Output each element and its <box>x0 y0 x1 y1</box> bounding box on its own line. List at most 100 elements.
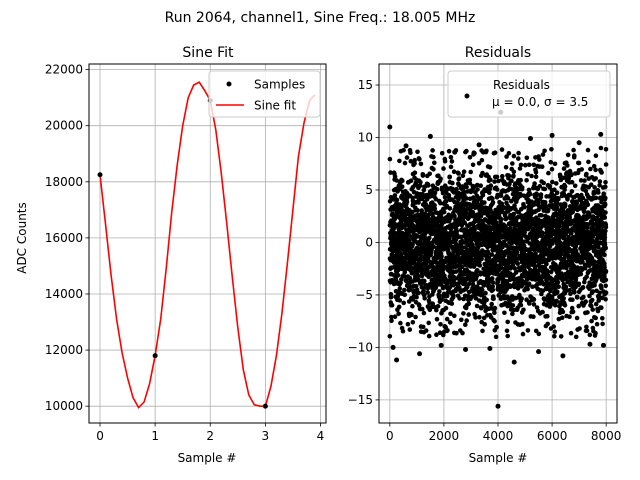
residual-point <box>545 321 550 327</box>
sample-point <box>262 403 268 409</box>
residuals-title: Residuals <box>465 45 531 61</box>
residual-point <box>570 309 576 315</box>
residuals-ytick-label: −10 <box>348 340 373 354</box>
residual-point <box>422 278 427 284</box>
residual-point <box>464 148 469 154</box>
residual-point <box>505 333 511 339</box>
residual-point <box>425 286 431 291</box>
residual-point <box>467 180 473 186</box>
residual-point <box>387 156 393 162</box>
residual-point <box>437 330 443 336</box>
residual-outlier-point <box>587 341 593 347</box>
residual-point <box>482 322 488 327</box>
residual-point <box>477 263 483 268</box>
residual-point <box>410 209 415 215</box>
residual-point <box>401 300 407 306</box>
residual-point <box>562 202 568 207</box>
residual-point <box>433 285 439 291</box>
residual-point <box>473 296 479 301</box>
residual-point <box>426 333 432 339</box>
residual-outlier-point <box>511 359 517 365</box>
residual-point <box>479 287 485 293</box>
residual-point <box>511 169 517 175</box>
residual-point <box>569 189 575 194</box>
residual-point <box>531 297 537 302</box>
residual-point <box>392 193 398 198</box>
residual-point <box>603 290 609 296</box>
residual-point <box>581 209 587 214</box>
residual-point <box>560 215 565 221</box>
residual-point <box>408 178 414 183</box>
residual-point <box>419 273 425 279</box>
residual-point <box>478 183 484 188</box>
residual-point <box>483 290 488 296</box>
residual-point <box>483 188 488 194</box>
residual-point <box>434 186 440 192</box>
residual-point <box>448 311 453 317</box>
sine-fit-ylabel: ADC Counts <box>15 202 29 274</box>
residual-point <box>402 287 407 293</box>
residual-point <box>445 328 450 333</box>
residual-point <box>466 281 472 287</box>
residual-point <box>520 331 526 337</box>
residual-point <box>461 311 466 316</box>
residual-point <box>559 315 565 321</box>
residual-point <box>438 322 443 327</box>
residual-point <box>464 184 469 190</box>
residual-point <box>504 154 509 159</box>
residual-point <box>585 310 590 315</box>
residuals-xtick-label: 6000 <box>537 429 568 443</box>
residual-point <box>518 162 524 168</box>
residual-point <box>421 310 427 316</box>
residual-point <box>511 307 517 313</box>
residual-point <box>516 150 521 156</box>
residual-point <box>410 242 415 247</box>
residual-point <box>392 174 398 180</box>
residual-point <box>400 178 405 183</box>
residual-point <box>394 197 400 203</box>
residual-point <box>511 173 516 179</box>
sample-point <box>97 172 103 178</box>
residual-point <box>570 297 575 303</box>
residuals-ytick-label: 10 <box>358 130 373 144</box>
residual-outlier-point <box>463 347 469 353</box>
residual-point <box>487 165 493 170</box>
residual-point <box>416 303 422 308</box>
residual-point <box>580 285 586 290</box>
residual-point <box>603 245 608 251</box>
residual-point <box>447 320 453 325</box>
residual-point <box>481 315 487 321</box>
residual-point <box>474 273 480 279</box>
residual-outlier-point <box>487 345 493 351</box>
residual-point <box>549 147 554 152</box>
residual-point <box>454 330 459 336</box>
residual-point <box>410 303 415 309</box>
residual-point <box>413 314 418 320</box>
residual-point <box>492 150 498 155</box>
residual-point <box>397 286 403 291</box>
residual-point <box>454 228 460 234</box>
residual-point <box>423 328 429 333</box>
residual-point <box>434 316 440 322</box>
residual-point <box>565 152 571 158</box>
residuals-xtick-label: 4000 <box>483 429 514 443</box>
residual-point <box>432 190 438 196</box>
residual-point <box>577 326 582 331</box>
residual-point <box>576 160 582 166</box>
residual-point <box>585 147 591 153</box>
residual-point <box>398 251 404 257</box>
sine-fit-ytick-label: 20000 <box>45 119 83 133</box>
residual-point <box>470 281 476 287</box>
residual-point <box>449 159 455 164</box>
residual-point <box>494 174 500 180</box>
residual-point <box>496 178 501 184</box>
residual-point <box>492 179 497 184</box>
residual-point <box>588 166 593 172</box>
residual-point <box>395 272 401 278</box>
residual-point <box>603 180 608 185</box>
legend-residuals-marker <box>464 93 470 99</box>
residual-point <box>572 183 578 189</box>
residual-point <box>602 215 608 220</box>
residual-point <box>460 330 465 336</box>
residual-point <box>584 328 590 334</box>
